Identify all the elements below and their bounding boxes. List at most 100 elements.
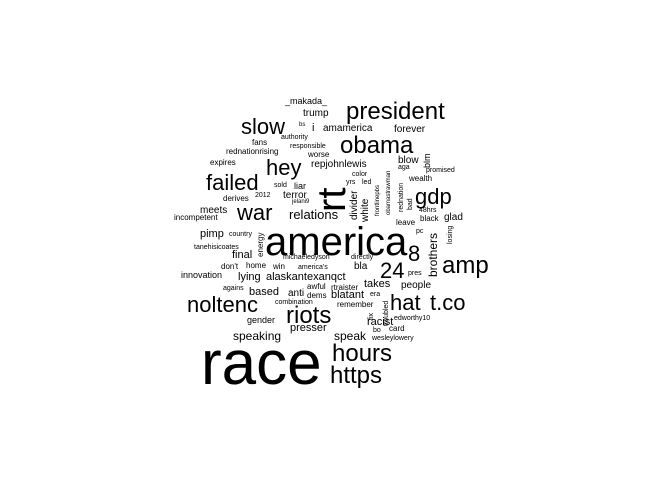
word-war: war <box>237 200 273 225</box>
word-presser: presser <box>290 322 327 334</box>
word-bla: bla <box>354 261 368 272</box>
word-losing: losing <box>447 225 454 244</box>
word-amp: amp <box>442 252 489 279</box>
word-worse: worse <box>308 150 330 159</box>
word-rednation: rednation <box>398 182 405 212</box>
word-glad: glad <box>444 212 463 223</box>
word-color: color <box>352 171 368 178</box>
word-energy: energy <box>256 232 265 257</box>
word-leave: leave <box>396 218 416 227</box>
word-awful: awful <box>307 282 326 291</box>
word-derives: derives <box>223 194 249 203</box>
word-liar: liar <box>294 181 307 191</box>
word-riots: riots <box>286 302 332 329</box>
word-win: win <box>273 262 286 271</box>
word-brothers: brothers <box>426 232 440 277</box>
word-home: home <box>246 261 267 270</box>
word-blatant: blatant <box>331 289 365 301</box>
word-combination: combination <box>275 299 313 306</box>
word-frontlinepbs: frontlinepbs <box>375 184 381 216</box>
word-country: country <box>229 231 252 238</box>
word-led: led <box>362 179 372 186</box>
word-bs: bs <box>299 122 306 128</box>
word-president: president <box>346 98 445 125</box>
word-directly: directly <box>351 254 374 261</box>
word-expires: expires <box>210 158 236 167</box>
word-troubled: troubled <box>383 300 390 326</box>
word-remember: remember <box>337 300 374 309</box>
word-pres: pres <box>408 270 422 277</box>
word-fix: fix <box>368 313 375 320</box>
word-tanehisicoates: tanehisicoates <box>194 244 239 251</box>
word-24: 24 <box>380 258 405 283</box>
word-amamerica: amamerica <box>323 123 373 134</box>
word-michaeledyson: michaeledyson <box>283 254 330 261</box>
word-repjohnlewis: repjohnlewis <box>311 159 367 170</box>
word-anti: anti <box>288 288 305 299</box>
word-final: final <box>232 249 253 261</box>
word-sold: sold <box>274 182 287 189</box>
word-bad: bad <box>407 198 414 210</box>
word-edworthy10: edworthy10 <box>394 315 431 322</box>
word-era: era <box>370 291 381 298</box>
word-terror: terror <box>283 190 307 201</box>
word-aga: aga <box>398 164 410 171</box>
word-wealth: wealth <box>409 174 433 183</box>
word-jelani9: jelani9 <box>292 199 310 205</box>
word-bo: bo <box>373 327 381 334</box>
word-racist: racist <box>367 316 394 328</box>
word-forever: forever <box>394 124 426 135</box>
word-relations: relations <box>289 207 339 222</box>
word-card: card <box>389 324 405 333</box>
word-hours: hours <box>332 340 393 367</box>
word-2012: 2012 <box>255 192 271 199</box>
word-failed: failed <box>206 170 259 195</box>
word-wesleylowery: wesleylowery <box>372 335 414 342</box>
word-promised: promised <box>426 167 455 174</box>
word-takes: takes <box>364 278 391 290</box>
word-agains: agains <box>223 285 244 292</box>
word-authority: authority <box>281 134 308 141</box>
word-america: america <box>265 220 408 264</box>
word-gdp: gdp <box>415 184 452 209</box>
word-obamastrawman: obamastrawman <box>386 170 392 215</box>
word-dems: dems <box>307 291 327 300</box>
word-yrs: yrs <box>346 179 356 186</box>
word-8: 8 <box>408 241 421 266</box>
word-trump: trump <box>303 108 329 119</box>
word-based: based <box>249 286 279 298</box>
word-48hrs: 48hrs <box>419 207 437 214</box>
word-innovation: innovation <box>181 270 223 280</box>
word-pimp: pimp <box>200 228 224 240</box>
word-t.co: t.co <box>430 290 466 315</box>
word-pc: pc <box>416 228 424 235</box>
word-don't: don't <box>221 262 239 271</box>
word-blow: blow <box>398 155 419 166</box>
word-people: people <box>401 280 432 291</box>
word-_makada_: _makada_ <box>285 96 328 106</box>
word-meets: meets <box>200 205 228 216</box>
word-divider: divider <box>349 190 360 220</box>
word-rednationrising: rednationrising <box>226 147 279 156</box>
word-america's: america's <box>298 264 328 271</box>
word-speak: speak <box>334 329 367 343</box>
word-lying: lying <box>238 271 261 283</box>
word-obama: obama <box>340 132 414 159</box>
word-incompetent: incompetent <box>174 213 218 222</box>
word-rtraister: rtraister <box>331 283 359 292</box>
word-i: i <box>312 122 315 134</box>
word-hat: hat <box>390 290 421 315</box>
word-fans: fans <box>252 138 268 147</box>
word-race: race <box>201 329 322 398</box>
word-https: https <box>330 362 383 389</box>
word-hey: hey <box>266 155 302 180</box>
word-gender: gender <box>247 315 276 325</box>
word-responsible: responsible <box>290 143 326 150</box>
word-blm: blm <box>422 153 432 168</box>
word-noltenc: noltenc <box>187 292 258 317</box>
word-alaskantexanqct: alaskantexanqct <box>266 271 346 283</box>
word-black: black <box>420 214 439 223</box>
word-slow: slow <box>241 114 286 139</box>
word-white: white <box>360 198 371 222</box>
